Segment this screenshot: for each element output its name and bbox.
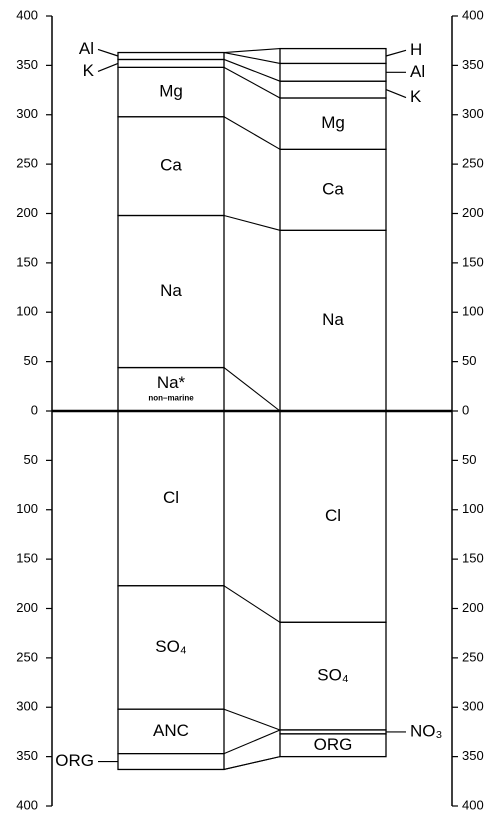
y-tick-label: 250 — [16, 156, 38, 171]
y2-tick-label: 100 — [462, 501, 484, 516]
leader-line — [385, 49, 407, 57]
connector — [223, 51, 281, 64]
connector — [223, 756, 281, 770]
segment-label: Al — [79, 39, 94, 58]
segment-label: Ca — [322, 179, 344, 198]
segment — [279, 148, 387, 231]
connector — [223, 708, 281, 731]
y2-tick-label: 200 — [462, 205, 484, 220]
y2-tick-label: 400 — [462, 7, 484, 22]
y-tick-label: 0 — [31, 402, 38, 417]
segment — [279, 47, 387, 65]
y2-tick-label: 300 — [462, 699, 484, 714]
y2-tick-label: 200 — [462, 600, 484, 615]
segment-label: SO₄ — [317, 666, 349, 685]
segment-label: Na — [160, 281, 182, 300]
segment-label: Cl — [325, 506, 341, 525]
y-tick-label: 200 — [16, 600, 38, 615]
segment — [279, 62, 387, 82]
segment-label: Mg — [159, 82, 183, 101]
y2-tick-label: 350 — [462, 57, 484, 72]
y2-tick-label: 300 — [462, 106, 484, 121]
connector — [223, 58, 281, 82]
y2-tick-label: 0 — [462, 402, 469, 417]
y2-tick-label: 250 — [462, 156, 484, 171]
y-tick-label: 50 — [24, 353, 38, 368]
connector — [223, 66, 281, 99]
segment-label: ORG — [314, 735, 353, 754]
leader-line — [97, 48, 119, 57]
segment-label: Al — [410, 62, 425, 81]
y2-tick-label: 400 — [462, 797, 484, 812]
connector — [223, 116, 281, 150]
segment-label: ANC — [153, 721, 189, 740]
y-tick-label: 100 — [16, 304, 38, 319]
segment — [117, 58, 225, 69]
segment-label: K — [83, 61, 95, 80]
segment-label: Cl — [163, 488, 179, 507]
segment — [117, 66, 225, 118]
segment — [117, 116, 225, 217]
segment-label: ORG — [55, 751, 94, 770]
segment-label: SO₄ — [155, 637, 187, 656]
connector — [223, 729, 281, 755]
segment — [117, 214, 225, 369]
y-tick-label: 300 — [16, 699, 38, 714]
segment-label: H — [410, 40, 422, 59]
segment — [117, 51, 225, 61]
y-tick-label: 150 — [16, 551, 38, 566]
segment — [279, 97, 387, 150]
y2-tick-label: 350 — [462, 748, 484, 763]
y2-tick-label: 50 — [462, 353, 476, 368]
y-tick-label: 350 — [16, 748, 38, 763]
y-tick-label: 350 — [16, 57, 38, 72]
segment — [279, 621, 387, 731]
segment-label: Ca — [160, 156, 182, 175]
segment-label: Mg — [321, 113, 345, 132]
segment-label: Na* — [157, 373, 186, 392]
segment — [117, 585, 225, 710]
y2-tick-label: 150 — [462, 551, 484, 566]
y2-tick-label: 250 — [462, 649, 484, 664]
y-tick-label: 400 — [16, 797, 38, 812]
y-tick-label: 100 — [16, 501, 38, 516]
y2-tick-label: 50 — [462, 452, 476, 467]
connector — [223, 367, 281, 412]
segment — [279, 410, 387, 623]
y-tick-label: 300 — [16, 106, 38, 121]
segment-label: Na — [322, 310, 344, 329]
y-tick-label: 50 — [24, 452, 38, 467]
segment-note: non–marine — [148, 393, 194, 402]
segment — [117, 366, 225, 412]
y-tick-label: 250 — [16, 649, 38, 664]
segment-label: K — [410, 87, 422, 106]
segment — [279, 80, 387, 99]
segment — [279, 733, 387, 758]
segment — [117, 410, 225, 587]
leader-line — [97, 62, 119, 72]
connector — [223, 214, 281, 231]
segment — [117, 708, 225, 755]
connector — [223, 48, 281, 54]
leader-line — [385, 89, 407, 99]
y-tick-label: 400 — [16, 7, 38, 22]
y-tick-label: 150 — [16, 254, 38, 269]
segment — [117, 753, 225, 771]
y-tick-label: 200 — [16, 205, 38, 220]
y2-tick-label: 150 — [462, 254, 484, 269]
connector — [223, 585, 281, 623]
segment-label: NO₃ — [410, 721, 442, 740]
y2-tick-label: 100 — [462, 304, 484, 319]
